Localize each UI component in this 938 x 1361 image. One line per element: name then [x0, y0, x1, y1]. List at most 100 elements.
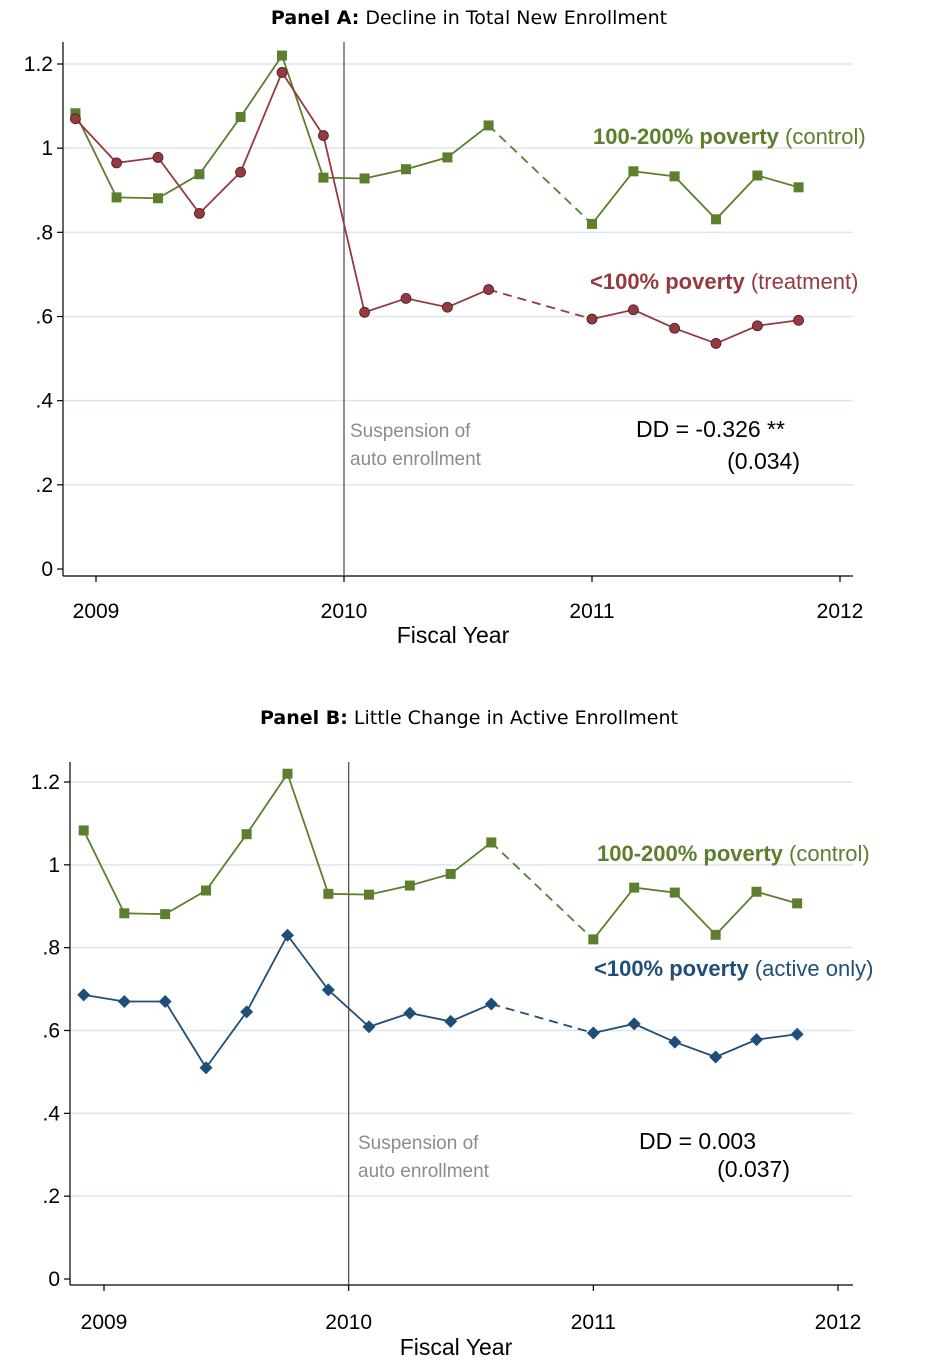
series-label-bold: 100-200% poverty	[593, 124, 780, 149]
dd-estimate: DD = -0.326 **	[636, 416, 785, 442]
data-point-square	[401, 164, 411, 175]
data-point-circle	[752, 320, 763, 332]
data-point-square	[710, 929, 721, 940]
y-tick-label: .6	[35, 306, 53, 329]
data-point-circle	[586, 313, 598, 325]
suspension-note: Suspension of	[350, 421, 471, 442]
data-point-square	[277, 50, 287, 61]
data-point-circle	[483, 284, 494, 295]
panel-title-bold: Panel B:	[260, 707, 348, 729]
series-label: 100-200% poverty (control)	[593, 124, 866, 149]
data-point-square	[318, 172, 329, 183]
x-tick-label: 2010	[321, 600, 368, 623]
data-point-diamond	[586, 1026, 600, 1040]
series-label: <100% poverty (treatment)	[590, 269, 858, 294]
y-tick-label: 1.2	[24, 53, 53, 76]
data-point-circle	[276, 67, 288, 78]
data-point-diamond	[117, 995, 131, 1009]
series-label: <100% poverty (active only)	[594, 956, 873, 981]
y-tick-label: .2	[35, 474, 53, 497]
y-tick-label: .6	[42, 1020, 60, 1043]
series-label-rest: (treatment)	[745, 269, 859, 294]
series-line	[591, 170, 799, 225]
data-point-circle	[70, 113, 81, 125]
data-point-diamond	[362, 1020, 376, 1034]
data-point-diamond	[750, 1033, 764, 1047]
data-point-square	[119, 908, 130, 919]
series-label: 100-200% poverty (control)	[597, 841, 870, 866]
y-tick-label: 1.2	[31, 771, 60, 794]
data-point-square	[153, 193, 163, 204]
data-point-diamond	[668, 1035, 682, 1049]
data-point-square	[752, 170, 763, 181]
data-point-square	[711, 214, 721, 225]
data-point-circle	[194, 207, 205, 219]
data-point-square	[628, 166, 639, 177]
suspension-note: Suspension of	[358, 1133, 479, 1154]
data-point-square	[587, 218, 597, 229]
data-point-square	[235, 112, 246, 123]
x-tick-label: 2011	[569, 600, 614, 623]
y-tick-label: .8	[42, 937, 60, 960]
x-tick-label: 2012	[817, 600, 864, 623]
data-point-square	[241, 829, 252, 840]
y-tick-label: .4	[35, 390, 53, 413]
data-point-diamond	[444, 1014, 458, 1028]
y-tick-label: 0	[41, 558, 53, 581]
data-point-square	[669, 171, 680, 182]
series-line	[591, 308, 799, 345]
series-control: 100-200% poverty (control)	[78, 768, 870, 945]
data-point-circle	[111, 157, 122, 169]
suspension-note: auto enrollment	[358, 1161, 490, 1182]
panel-b: Panel B: Little Change in Active Enrollm…	[31, 707, 874, 1360]
data-point-diamond	[403, 1006, 417, 1020]
data-point-square	[483, 120, 494, 131]
data-point-diamond	[199, 1061, 213, 1075]
data-point-square	[359, 173, 370, 184]
data-point-square	[669, 887, 680, 898]
data-point-square	[486, 837, 497, 848]
data-point-diamond	[627, 1017, 641, 1031]
x-axis-label: Fiscal Year	[397, 622, 510, 648]
panel-title: Panel B: Little Change in Active Enrollm…	[260, 707, 678, 729]
y-tick-label: 1	[41, 137, 53, 160]
panel-title-text: Little Change in Active Enrollment	[348, 707, 678, 729]
y-tick-label: .2	[42, 1185, 60, 1208]
data-point-square	[792, 898, 803, 909]
series-gap-dashed	[491, 1003, 594, 1034]
series-line	[593, 1022, 798, 1058]
suspension-note: auto enrollment	[350, 449, 482, 470]
data-point-square	[323, 888, 334, 899]
series-line	[74, 70, 489, 314]
x-tick-label: 2009	[81, 1311, 128, 1334]
series-control: 100-200% poverty (control)	[70, 50, 866, 229]
panel-title: Panel A: Decline in Total New Enrollment	[271, 7, 667, 29]
data-point-circle	[793, 314, 804, 326]
data-point-diamond	[484, 997, 498, 1011]
data-point-square	[282, 768, 293, 779]
x-tick-label: 2011	[571, 1311, 616, 1334]
data-point-diamond	[321, 983, 335, 997]
data-point-circle	[359, 306, 370, 318]
data-point-circle	[235, 166, 246, 178]
data-point-square	[442, 152, 453, 163]
series-gap-dashed	[488, 288, 593, 320]
panel-title-bold: Panel A:	[271, 7, 359, 29]
data-point-square	[363, 889, 374, 900]
y-tick-label: 1	[48, 854, 60, 877]
data-point-square	[588, 934, 599, 945]
data-point-circle	[710, 338, 722, 349]
data-point-diamond	[240, 1005, 254, 1019]
dd-standard-error: (0.037)	[717, 1156, 790, 1182]
y-tick-label: .8	[35, 221, 53, 244]
data-point-square	[404, 880, 415, 891]
data-point-square	[751, 886, 762, 897]
panel-a: Panel A: Decline in Total New Enrollment…	[24, 7, 866, 648]
data-point-circle	[400, 293, 412, 304]
series-label-rest: (control)	[783, 841, 870, 866]
series-label-bold: 100-200% poverty	[597, 841, 784, 866]
series-gap-dashed	[487, 124, 593, 225]
data-point-diamond	[77, 988, 91, 1002]
series-label-rest: (active only)	[749, 956, 874, 981]
